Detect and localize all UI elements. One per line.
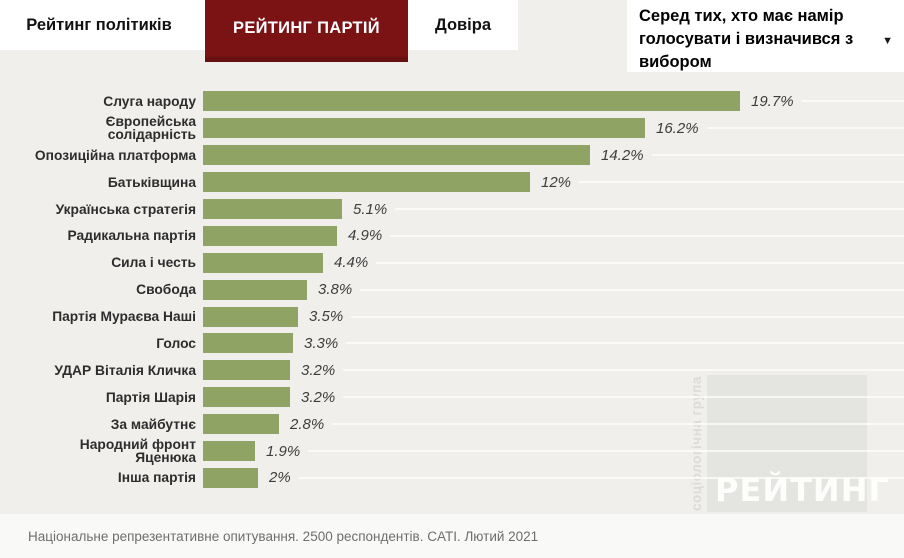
chart-row: Радикальна партія 4.9% bbox=[0, 222, 904, 249]
tab-politicians-rating[interactable]: Рейтинг політиків bbox=[26, 15, 172, 34]
value-label: 14.2% bbox=[601, 146, 644, 164]
chart-row: Українська стратегія 5.1% bbox=[0, 196, 904, 223]
value-label: 2% bbox=[269, 469, 291, 487]
chart-row: Сила і честь 4.4% bbox=[0, 249, 904, 276]
row-gridline bbox=[706, 127, 904, 130]
bar bbox=[203, 414, 279, 435]
chart-row: Опозиційна платформа 14.2% bbox=[0, 142, 904, 169]
bar bbox=[203, 279, 307, 300]
bar bbox=[203, 387, 290, 408]
chart-row: Свобода 3.8% bbox=[0, 276, 904, 303]
audience-filter-label: Серед тих, хто має намір голосувати і ви… bbox=[639, 7, 854, 71]
chart-row: Партія Мураєва Наші 3.5% bbox=[0, 303, 904, 330]
bar-chart: Слуга народу 19.7% Європейська солідарніст… bbox=[0, 88, 904, 491]
row-gridline bbox=[346, 342, 904, 345]
row-gridline bbox=[395, 208, 904, 210]
bar bbox=[203, 199, 342, 219]
party-label: Радикальна партія bbox=[67, 228, 197, 244]
row-gridline bbox=[801, 100, 904, 103]
party-label: УДАР Віталія Кличка bbox=[54, 362, 196, 378]
value-label: 16.2% bbox=[656, 119, 699, 137]
chevron-down-icon: ▼ bbox=[882, 35, 893, 47]
bar bbox=[203, 333, 293, 354]
value-label: 4.9% bbox=[348, 227, 383, 245]
row-gridline bbox=[376, 261, 904, 264]
party-label: Батьківщина bbox=[107, 174, 196, 190]
party-label: Інша партія bbox=[117, 470, 196, 486]
tab-trust[interactable]: Довіра bbox=[434, 15, 492, 34]
row-gridline bbox=[390, 234, 904, 237]
row-gridline bbox=[579, 181, 904, 184]
value-label: 3.3% bbox=[304, 334, 339, 352]
party-label: Сила і честь bbox=[111, 255, 196, 271]
party-label: Опозиційна платформа bbox=[34, 147, 196, 163]
value-label: 3.5% bbox=[309, 308, 344, 326]
party-label: Слуга народу bbox=[103, 93, 196, 109]
bar bbox=[203, 252, 323, 273]
chart-row: Батьківщина 12% bbox=[0, 169, 904, 196]
value-label: 12% bbox=[541, 173, 572, 191]
row-gridline bbox=[651, 154, 904, 157]
bar bbox=[203, 441, 255, 462]
party-label: Голос bbox=[156, 335, 196, 351]
row-gridline bbox=[343, 369, 904, 372]
chart-row: Слуга народу 19.7% bbox=[0, 88, 904, 115]
bar bbox=[203, 172, 530, 193]
row-gridline bbox=[298, 476, 904, 479]
value-label: 19.7% bbox=[751, 92, 794, 110]
survey-note: Національне репрезентативне опитування. … bbox=[28, 529, 539, 544]
party-label: Європейська солідарність bbox=[105, 114, 196, 143]
tab-parties-rating[interactable]: РЕЙТИНГ ПАРТІЙ bbox=[205, 0, 408, 62]
value-label: 3.2% bbox=[301, 361, 336, 379]
chart-row: Народний фронт Яценюка 1.9% bbox=[0, 438, 904, 465]
bar bbox=[203, 306, 298, 327]
party-label: Партія Шарія bbox=[105, 389, 196, 405]
chart-row: Партія Шарія 3.2% bbox=[0, 384, 904, 411]
chart-row: Європейська солідарність 16.2% bbox=[0, 115, 904, 142]
audience-filter-dropdown[interactable]: Серед тих, хто має намір голосувати і ви… bbox=[627, 0, 904, 72]
chart-row: За майбутнє 2.8% bbox=[0, 411, 904, 438]
value-label: 4.4% bbox=[334, 254, 369, 272]
party-label: Свобода bbox=[136, 282, 196, 298]
row-gridline bbox=[332, 423, 904, 426]
value-label: 3.8% bbox=[318, 281, 353, 299]
chart-row: Інша партія 2% bbox=[0, 464, 904, 491]
row-gridline bbox=[308, 450, 904, 453]
chart-row: УДАР Віталія Кличка 3.2% bbox=[0, 357, 904, 384]
footer-strip: Національне репрезентативне опитування. … bbox=[0, 514, 904, 558]
value-label: 1.9% bbox=[266, 442, 301, 460]
bar bbox=[203, 118, 645, 139]
row-gridline bbox=[360, 288, 904, 291]
row-gridline bbox=[343, 396, 904, 399]
bar bbox=[203, 360, 290, 381]
party-label: Партія Мураєва Наші bbox=[52, 309, 196, 325]
value-label: 3.2% bbox=[301, 388, 336, 406]
value-label: 5.1% bbox=[353, 200, 388, 218]
value-label: 2.8% bbox=[290, 415, 325, 433]
bar bbox=[203, 91, 740, 112]
bar bbox=[203, 225, 337, 246]
row-gridline bbox=[351, 315, 904, 318]
party-label: Українська стратегія bbox=[55, 201, 196, 217]
chart-row: Голос 3.3% bbox=[0, 330, 904, 357]
party-label: Народний фронт Яценюка bbox=[79, 437, 196, 466]
party-label: За майбутнє bbox=[110, 416, 196, 432]
bar bbox=[203, 467, 258, 488]
bar bbox=[203, 145, 590, 166]
